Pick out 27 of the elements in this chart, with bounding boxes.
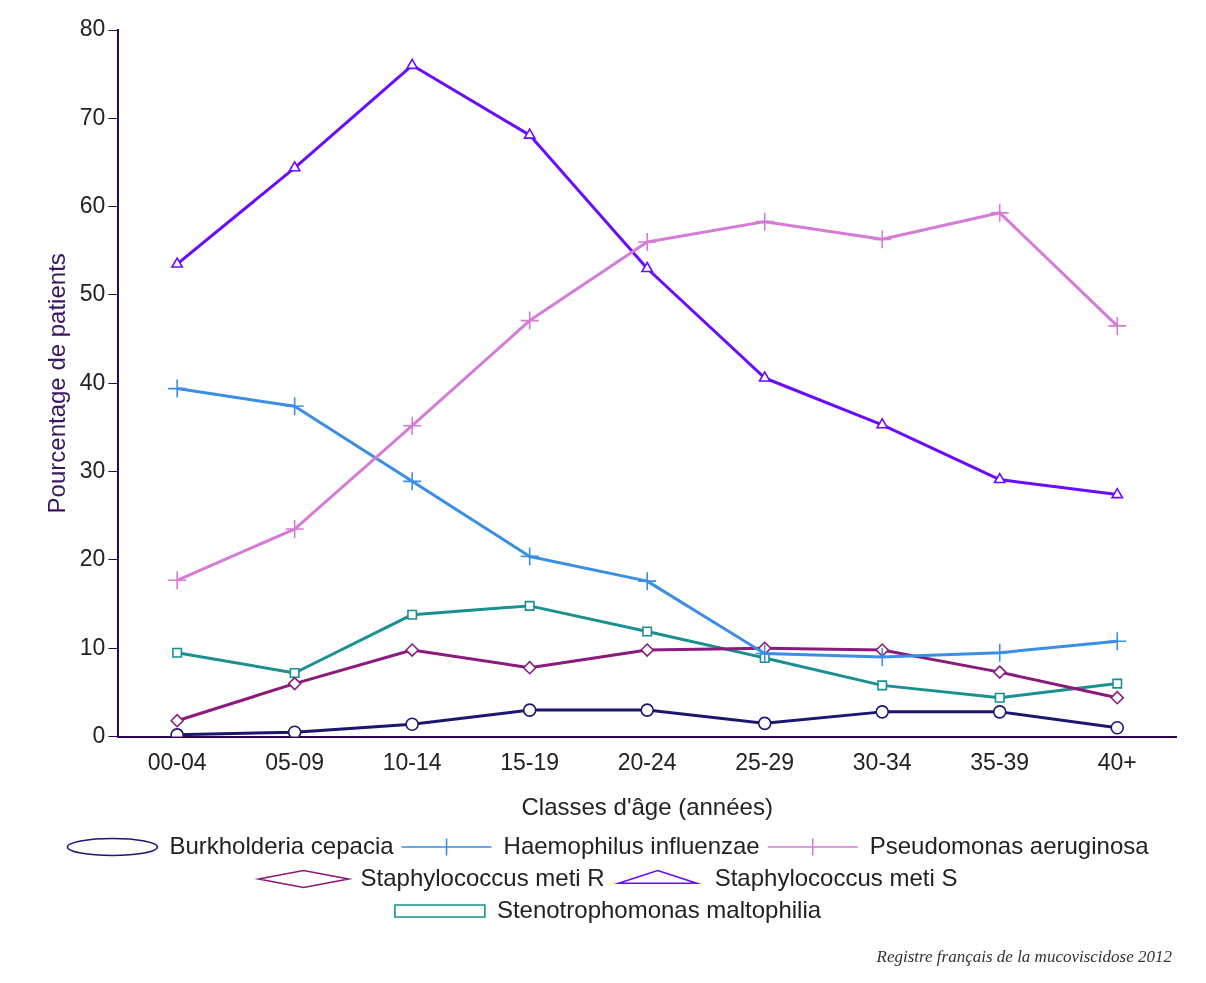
x-tick-label: 00-04 xyxy=(147,748,207,775)
x-tick-label: 15-19 xyxy=(500,748,560,775)
y-tick-label: 40 xyxy=(79,368,106,395)
y-tick-label: 50 xyxy=(79,280,106,307)
y-tick-label: 30 xyxy=(79,456,106,483)
legend-label: Burkholderia cepacia xyxy=(169,831,395,859)
legend-label: Staphylococcus meti R xyxy=(360,863,605,891)
x-tick-label: 25-29 xyxy=(735,748,795,775)
legend-label: Staphylococcus meti S xyxy=(714,863,958,891)
y-tick-label: 0 xyxy=(92,721,106,748)
y-tick-label: 70 xyxy=(79,103,106,130)
text: Registre français de la mucoviscidose 2012 xyxy=(875,947,1173,966)
legend-label: Stenotrophomonas maltophilia xyxy=(496,895,822,923)
x-axis-title: Classes d'âge (années) xyxy=(521,793,773,821)
x-tick-label: 20-24 xyxy=(617,748,677,775)
y-axis-title: Pourcentage de patients xyxy=(43,253,71,514)
y-tick-label: 20 xyxy=(79,545,106,572)
legend-label: Haemophilus influenzae xyxy=(503,831,760,859)
x-tick-label: 40+ xyxy=(1097,748,1137,775)
x-tick-label: 05-09 xyxy=(265,748,325,775)
y-tick-label: 10 xyxy=(79,633,106,660)
y-tick-label: 60 xyxy=(79,191,106,218)
y-tick-label: 80 xyxy=(79,15,106,42)
x-tick-label: 35-39 xyxy=(970,748,1030,775)
x-tick-label: 30-34 xyxy=(852,748,912,775)
x-tick-label: 10-14 xyxy=(382,748,442,775)
legend-label: Pseudomonas aeruginosa xyxy=(869,831,1150,859)
